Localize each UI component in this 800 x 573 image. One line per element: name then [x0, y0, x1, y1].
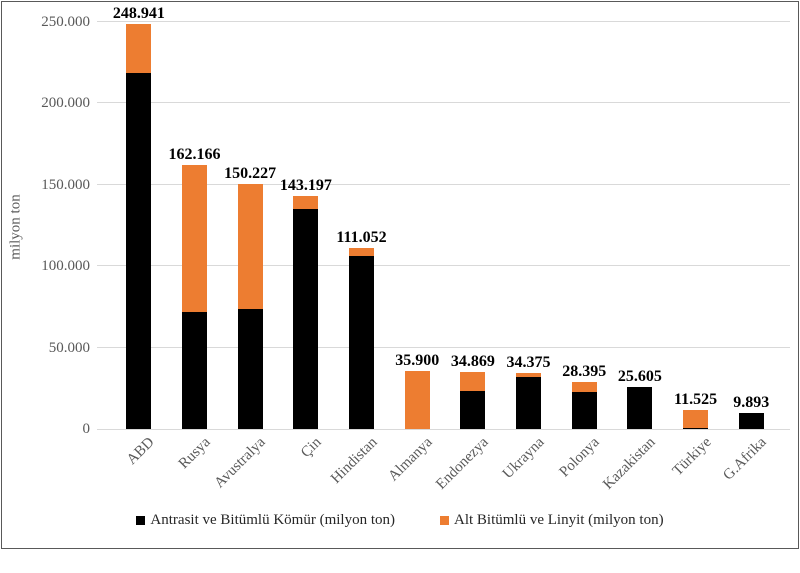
bar-segment — [516, 373, 542, 377]
legend-marker-icon — [440, 516, 449, 525]
bar-total-label: 11.525 — [673, 391, 718, 408]
bar-slot-Türkiye: 11.525 — [668, 22, 724, 429]
bar-total-label: 150.227 — [224, 165, 277, 182]
stacked-bar-G.Afrika — [738, 413, 764, 429]
stacked-bar-Avustralya — [237, 184, 263, 429]
gridline-50.000 — [97, 346, 790, 348]
stacked-bar-Ukrayna — [516, 373, 542, 429]
gridline-150.000 — [97, 183, 790, 185]
bar-segment — [349, 256, 375, 429]
y-tick-label: 50.000 — [48, 339, 90, 356]
bar-segment — [571, 382, 597, 392]
bar-slot-Endonezya: 34.869 — [445, 22, 501, 429]
bar-slot-Rusya: 162.166 — [167, 22, 223, 429]
bar-segment — [738, 413, 764, 429]
bar-slot-G.Afrika: 9.893 — [723, 22, 779, 429]
bar-slot-Kazakistan: 25.605 — [612, 22, 668, 429]
gridline-250.000 — [97, 21, 790, 22]
bar-total-label: 111.052 — [336, 229, 387, 246]
bar-segment — [627, 387, 653, 429]
stacked-bar-Almanya — [404, 371, 430, 429]
bar-total-label: 35.900 — [395, 352, 440, 369]
bar-segment — [182, 165, 207, 312]
bar-segment — [460, 372, 486, 391]
bar-total-label: 25.605 — [617, 368, 662, 385]
stacked-bar-Endonezya — [460, 372, 486, 429]
bar-segment — [126, 24, 152, 73]
bar-slot-Avustralya: 150.227 — [222, 22, 278, 429]
bar-segment — [460, 391, 486, 429]
bar-segment — [237, 184, 263, 309]
legend: Antrasit ve Bitümlü Kömür (milyon ton) Al… — [2, 512, 798, 529]
bar-total-label: 248.941 — [112, 5, 165, 22]
stacked-bar-Polonya — [571, 382, 597, 429]
bar-total-label: 34.375 — [506, 354, 551, 371]
y-tick-label: 150.000 — [41, 176, 90, 193]
bar-slot-Almanya: 35.900 — [389, 22, 445, 429]
legend-label: Alt Bitümlü ve Linyit (milyon ton) — [454, 512, 664, 528]
legend-item: Alt Bitümlü ve Linyit (milyon ton) — [440, 512, 664, 529]
y-tick-label: 100.000 — [41, 258, 90, 275]
bar-segment — [571, 392, 597, 429]
bar-total-label: 143.197 — [279, 177, 332, 194]
bar-slot-Çin: 143.197 — [278, 22, 334, 429]
stacked-bar-Türkiye — [683, 410, 709, 429]
x-axis-category-labels: ABD Rusya Avustralya Çin Hindistan Almanya End… — [111, 434, 779, 510]
stacked-bar-Hindistan — [349, 248, 375, 429]
y-tick-label: 200.000 — [41, 95, 90, 112]
y-tick-label: 250.000 — [41, 14, 90, 30]
chart-container: 248.941 162.166 150.227 143.197 111.052 35.90… — [1, 1, 799, 549]
plot-area: 248.941 162.166 150.227 143.197 111.052 35.90… — [97, 5, 790, 430]
bars-layer: 248.941 162.166 150.227 143.197 111.052 35.90… — [111, 5, 779, 429]
bar-slot-ABD: 248.941 — [111, 5, 167, 429]
bar-segment — [293, 196, 319, 209]
bar-total-label: 9.893 — [733, 394, 770, 411]
bar-slot-Polonya: 28.395 — [556, 22, 612, 429]
stacked-bar-Çin — [293, 196, 319, 429]
legend-label: Antrasit ve Bitümlü Kömür (milyon ton) — [150, 512, 395, 528]
bar-segment — [126, 73, 152, 429]
bar-total-label: 28.395 — [562, 363, 607, 380]
bar-segment — [349, 248, 375, 256]
bar-segment — [683, 410, 709, 428]
bar-total-label: 162.166 — [168, 146, 221, 163]
gridline-200.000 — [97, 102, 790, 104]
bar-total-label: 34.869 — [450, 353, 495, 370]
bar-segment — [683, 428, 709, 429]
bar-slot-Ukrayna: 34.375 — [501, 22, 557, 429]
bar-segment — [293, 209, 319, 429]
bar-segment — [237, 309, 263, 429]
stacked-bar-Kazakistan — [627, 387, 653, 429]
stacked-bar-Rusya — [182, 165, 207, 429]
y-axis-title: milyon ton — [7, 194, 24, 260]
bar-segment — [516, 377, 542, 429]
legend-marker-icon — [136, 516, 146, 525]
bar-slot-Hindistan: 111.052 — [334, 22, 390, 429]
gridline-100.000 — [97, 265, 790, 267]
bar-segment — [404, 371, 430, 429]
legend-item: Antrasit ve Bitümlü Kömür (milyon ton) — [136, 512, 395, 529]
bar-segment — [182, 312, 207, 429]
y-tick-label: 0 — [82, 421, 91, 437]
stacked-bar-ABD — [126, 24, 152, 429]
gridline-0 — [97, 429, 790, 430]
